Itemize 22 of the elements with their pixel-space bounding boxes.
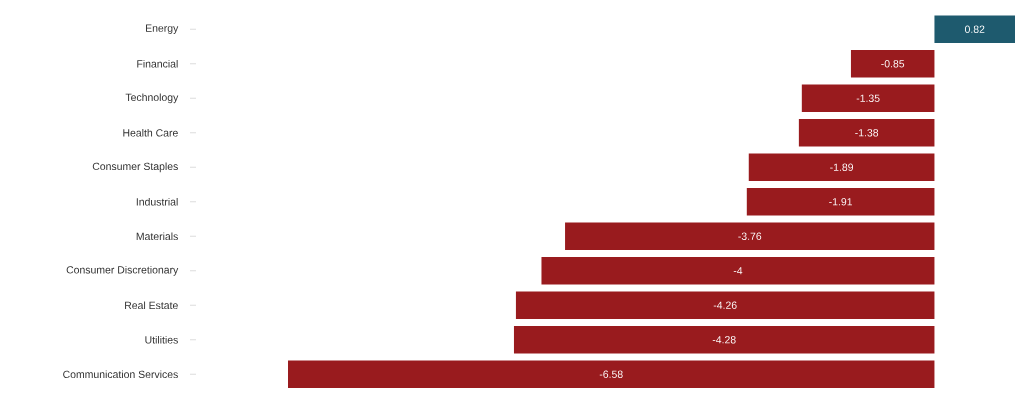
data-label: -3.76 (738, 232, 762, 240)
y-tick-label: Consumer Discretionary (66, 265, 179, 276)
data-label: -0.85 (881, 60, 905, 68)
y-tick-label: Consumer Staples (92, 162, 178, 173)
y-tick-label: Health Care (123, 128, 178, 137)
data-label: -6.58 (599, 370, 623, 378)
data-label: -1.38 (855, 129, 879, 137)
y-tick-label: Communication Services (63, 370, 178, 379)
y-tick-label: Utilities (145, 335, 178, 344)
data-label: -1.89 (830, 163, 854, 171)
y-tick-label: Energy (146, 24, 179, 34)
y-tick-label: Financial (137, 59, 178, 68)
y-tick-label: Technology (125, 93, 179, 104)
data-label: -4.28 (712, 336, 736, 344)
y-tick-label: Materials (136, 232, 178, 241)
data-label: -4 (733, 267, 743, 275)
y-tick-label: Real Estate (125, 301, 178, 310)
y-tick-label: Industrial (136, 197, 178, 206)
data-label: 0.82 (964, 25, 985, 33)
data-label: -1.91 (829, 198, 853, 206)
data-label: -4.26 (713, 301, 737, 309)
data-label: -1.35 (856, 94, 880, 102)
